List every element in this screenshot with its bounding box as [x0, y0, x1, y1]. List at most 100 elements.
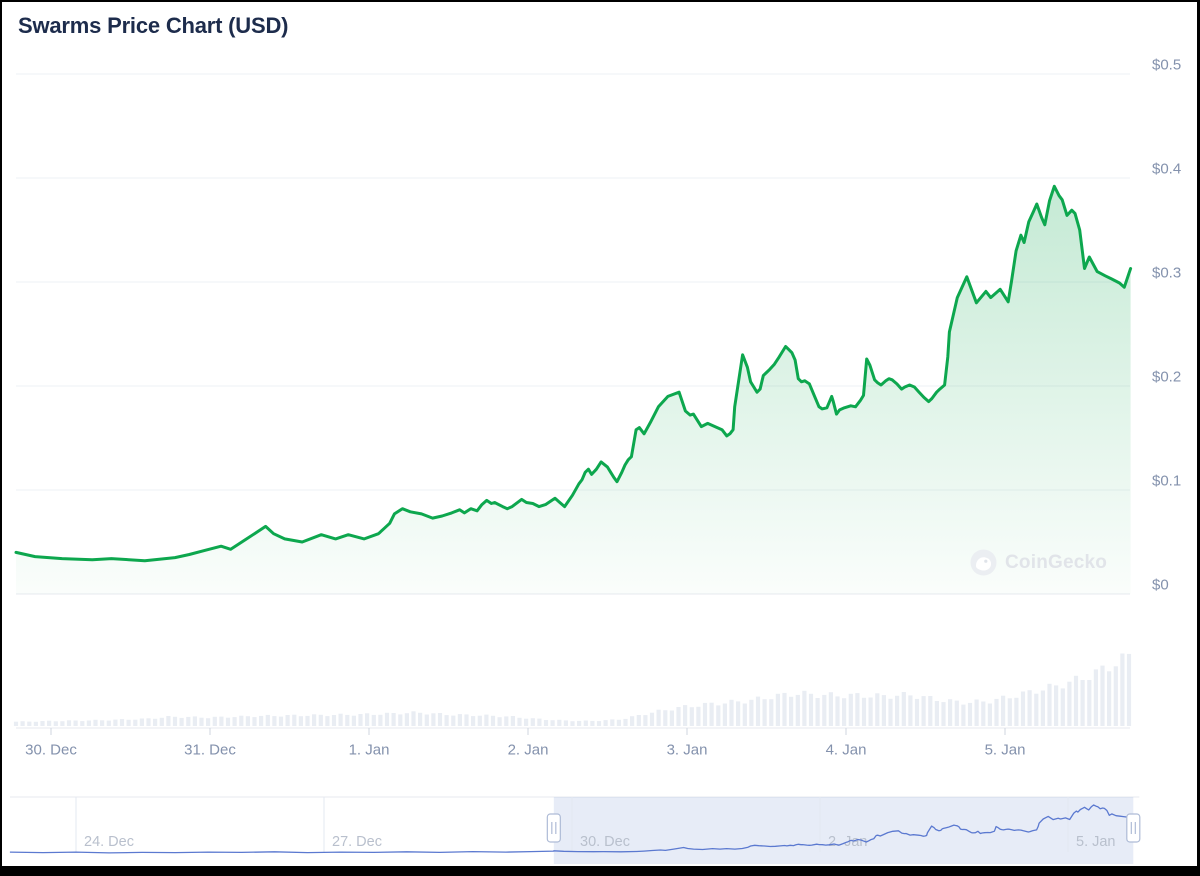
volume-bar [404, 713, 409, 726]
volume-bar [954, 700, 959, 726]
volume-bar [318, 714, 323, 726]
volume-bar [994, 698, 999, 726]
volume-bar [696, 706, 701, 726]
navigator-right-handle-grip[interactable] [1126, 813, 1141, 843]
volume-bars [13, 653, 1132, 726]
volume-bar [20, 721, 25, 726]
volume-bar [33, 721, 38, 726]
volume-bar [914, 698, 920, 726]
volume-bar [133, 719, 138, 726]
volume-bar [709, 702, 714, 726]
volume-bar [351, 715, 356, 726]
volume-bar [596, 721, 602, 726]
volume-bar [1093, 669, 1098, 726]
volume-bar [848, 693, 853, 726]
navigator-selected-range[interactable] [553, 797, 1134, 864]
volume-bar [577, 720, 582, 726]
volume-bar [782, 692, 787, 726]
volume-bar [842, 698, 847, 726]
volume-bar [676, 707, 681, 726]
navigator-left-handle[interactable] [546, 813, 561, 843]
volume-bar [338, 713, 343, 726]
volume-bar [967, 702, 973, 726]
price-line [14, 184, 1133, 563]
volume-bar [948, 699, 953, 726]
volume-bar [166, 716, 171, 726]
volume-bar [119, 719, 125, 726]
volume-bar [172, 716, 178, 726]
volume-bar [325, 716, 330, 726]
volume-bar [689, 707, 694, 726]
volume-bar [73, 720, 78, 726]
volume-bar [921, 696, 926, 726]
volume-bar [822, 694, 827, 726]
price-line-path [14, 184, 1133, 563]
volume-bar [736, 701, 741, 726]
volume-bar [431, 713, 436, 726]
volume-bar [1100, 665, 1105, 726]
volume-bar [1107, 671, 1112, 726]
volume-bar [484, 714, 489, 726]
volume-bar [146, 718, 151, 726]
volume-bar [345, 714, 350, 726]
y-axis-labels: $0.5 $0.4 $0.3 $0.2 $0.1 $0 [1152, 57, 1181, 594]
volume-bar [610, 719, 615, 726]
volume-bar [1014, 697, 1019, 726]
volume-bar [1047, 683, 1052, 726]
volume-bar [1054, 685, 1059, 726]
volume-bar [961, 704, 966, 726]
volume-bar [1027, 690, 1032, 726]
volume-bar [603, 720, 608, 726]
volume-bar [795, 694, 800, 726]
volume-bar [1087, 680, 1092, 726]
y-axis-label: $0.4 [1152, 161, 1181, 178]
volume-bar [365, 713, 370, 726]
volume-bar [934, 701, 939, 726]
volume-bar [245, 716, 250, 726]
volume-bar [159, 717, 164, 726]
volume-bar [1080, 680, 1085, 726]
volume-bar [457, 714, 462, 726]
volume-bar [384, 712, 390, 726]
x-axis-label: 2. Jan [508, 742, 549, 759]
volume-bar [1126, 653, 1132, 726]
volume-bar [855, 693, 860, 726]
volume-bar [524, 718, 529, 726]
volume-bar [1034, 693, 1039, 726]
volume-bar [378, 714, 383, 726]
volume-bar [517, 717, 522, 726]
volume-bar [490, 715, 496, 726]
navigator-left-handle-grip[interactable] [546, 813, 561, 843]
volume-bar [636, 715, 641, 726]
volume-bar [464, 714, 469, 726]
volume-bar [716, 705, 721, 726]
volume-bar [928, 696, 933, 726]
volume-bar [100, 720, 105, 726]
volume-bar [808, 693, 814, 726]
volume-bar [828, 692, 833, 726]
volume-bar [411, 711, 416, 726]
volume-bar [418, 712, 423, 726]
volume-bar [583, 720, 588, 726]
volume-bar [656, 709, 661, 726]
navigator-right-handle[interactable] [1126, 813, 1141, 843]
volume-bar [835, 696, 840, 726]
y-axis-label: $0.2 [1152, 369, 1181, 386]
volume-bar [981, 701, 986, 726]
x-axis-label: 5. Jan [985, 742, 1026, 759]
volume-bar [239, 715, 244, 726]
volume-bar [755, 696, 761, 726]
volume-bar [762, 699, 767, 726]
volume-bar [80, 721, 85, 726]
price-area [16, 186, 1131, 595]
volume-bar [232, 717, 237, 726]
volume-bar [649, 712, 655, 726]
volume-bar [219, 716, 224, 726]
x-axis-label: 31. Dec [184, 742, 236, 759]
navigator[interactable]: 24. Dec 27. Dec 30. Dec 2. Jan 5. Jan [9, 796, 1141, 864]
volume-bar [139, 718, 144, 726]
navigator-x-label: 30. Dec [580, 834, 630, 850]
volume-bar [643, 715, 648, 726]
volume-bar [550, 720, 555, 726]
